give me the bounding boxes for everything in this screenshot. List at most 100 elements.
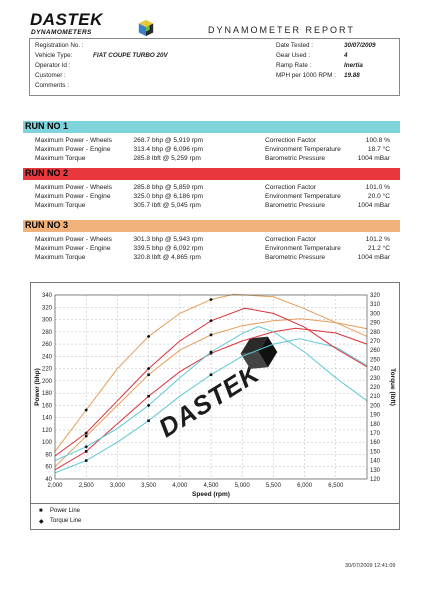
- info-row-operator: Operator Id :: [35, 62, 71, 69]
- diamond-marker-icon: ◆: [39, 519, 44, 525]
- y-tick-label: 200: [42, 379, 53, 385]
- y-tick-label: 220: [42, 367, 53, 373]
- legend-power-line: ■ Power Line: [31, 507, 151, 517]
- y-tick-label: 280: [42, 330, 53, 336]
- run-2-row-wheels: Maximum Power - Wheels 285.8 bhp @ 5,859 r…: [35, 184, 390, 191]
- torque-marker: [84, 431, 88, 435]
- torque-marker: [84, 408, 88, 412]
- y2-tick-label: 140: [370, 459, 381, 465]
- mph-per-rpm-value: 19.88: [344, 72, 360, 79]
- run-3-row-engine: Maximum Power - Engine 339.5 bhp @ 6,092 r…: [35, 245, 390, 252]
- y2-tick-label: 190: [370, 413, 381, 419]
- y-tick-label: 100: [42, 440, 53, 446]
- info-row-mph-per-rpm: MPH per 1000 RPM :19.88: [276, 72, 360, 79]
- info-row-gear-used: Gear Used :4: [276, 52, 348, 59]
- gear-used-value: 4: [344, 52, 348, 59]
- y-tick-label: 180: [42, 391, 53, 397]
- info-row-vehicle-type: Vehicle Type: FIAT COUPE TURBO 20V: [35, 52, 168, 59]
- run-1-header: RUN NO 1: [23, 121, 400, 133]
- power-marker: [209, 333, 213, 337]
- y-tick-label: 80: [45, 452, 52, 458]
- run-1-row-engine: Maximum Power - Engine 313.4 bhp @ 6,096 r…: [35, 146, 390, 153]
- x-tick-label: 5,500: [266, 483, 282, 489]
- y2-tick-label: 200: [370, 403, 381, 409]
- y2-tick-label: 310: [370, 302, 381, 308]
- power-marker: [147, 419, 150, 423]
- chart-legend: ■ Power Line ◆ Torque Line: [30, 504, 400, 530]
- report-timestamp: 30/07/2009 12:41:09: [345, 563, 396, 569]
- y2-tick-label: 290: [370, 321, 381, 327]
- y2-tick-label: 300: [370, 311, 381, 317]
- y2-tick-label: 210: [370, 394, 381, 400]
- x-axis-title: Speed (rpm): [192, 491, 230, 498]
- logo-wordmark: DASTEK: [30, 10, 103, 29]
- chart-axes: 40 60 80 100 120 140 160 180 200 220 240 260 280 300 3…: [34, 293, 396, 498]
- watermark-text: DASTEK: [153, 357, 266, 443]
- watermark-cube-side: [258, 336, 278, 368]
- y-tick-label: 160: [42, 403, 53, 409]
- x-tick-label: 2,000: [47, 483, 63, 489]
- y2-tick-label: 120: [370, 477, 381, 483]
- power-marker: [84, 450, 88, 453]
- run-2-header: RUN NO 2: [23, 168, 400, 180]
- run-3-row-torque: Maximum Torque 320.8 lbft @ 4,865 rpm Barom…: [35, 254, 390, 261]
- info-row-ramp-rate: Ramp Rate : Inertia: [276, 62, 363, 69]
- vehicle-type-value: FIAT COUPE TURBO 20V: [93, 52, 168, 59]
- y2-tick-label: 170: [370, 431, 381, 437]
- run-3-title: RUN NO 3: [25, 220, 69, 230]
- date-tested-value: 30/07/2009: [344, 42, 376, 49]
- y-tick-label: 300: [42, 318, 53, 324]
- watermark-cube-side: [240, 351, 268, 369]
- y-tick-label: 40: [45, 477, 52, 483]
- power-marker: [209, 373, 213, 377]
- power-marker: [84, 434, 88, 438]
- y2-tick-label: 240: [370, 367, 381, 373]
- power-marker: [147, 394, 150, 398]
- vehicle-info-box: Registration No. : Vehicle Type: FIAT COU…: [29, 38, 400, 96]
- power-torque-chart: DASTEK 40 60 80 100 120 140 160 180 200 220 240 260…: [30, 282, 400, 504]
- x-tick-label: 3,500: [141, 483, 157, 489]
- power-marker: [147, 373, 150, 377]
- run-3-header: RUN NO 3: [23, 220, 400, 232]
- y-axis-title: Power (bhp): [34, 368, 41, 406]
- logo-subtitle: DYNAMOMETERS: [31, 29, 92, 36]
- info-row-comments: Comments :: [35, 82, 69, 89]
- y-tick-label: 120: [42, 428, 53, 434]
- y2-tick-label: 150: [370, 449, 381, 455]
- y2-tick-label: 270: [370, 339, 381, 345]
- y-tick-label: 240: [42, 354, 53, 360]
- y2-tick-label: 280: [370, 330, 381, 336]
- run-1-row-wheels: Maximum Power - Wheels 268.7 bhp @ 5,919 r…: [35, 137, 390, 144]
- x-tick-label: 4,000: [172, 483, 188, 489]
- run-2-row-torque: Maximum Torque 305.7 lbft @ 5,045 rpm Barom…: [35, 202, 390, 209]
- y-tick-label: 140: [42, 416, 53, 422]
- x-tick-label: 2,500: [79, 483, 95, 489]
- y-tick-label: 260: [42, 342, 53, 348]
- run-2-title: RUN NO 2: [25, 168, 69, 178]
- y2-tick-label: 180: [370, 422, 381, 428]
- y2-tick-label: 320: [370, 293, 381, 299]
- x-tick-label: 6,000: [297, 483, 313, 489]
- info-row-registration: Registration No. :: [35, 42, 84, 49]
- run-1-title: RUN NO 1: [25, 121, 69, 131]
- legend-torque-label: Torque Line: [50, 518, 82, 524]
- cube-logo-icon: [138, 19, 154, 37]
- legend-power-label: Power Line: [50, 508, 81, 514]
- y-tick-label: 60: [45, 465, 52, 471]
- report-title: DYNAMOMETER REPORT: [208, 25, 355, 35]
- ramp-rate-value: Inertia: [344, 62, 363, 69]
- y-tick-label: 340: [42, 293, 53, 299]
- square-marker-icon: ■: [39, 508, 43, 514]
- x-tick-label: 6,500: [328, 483, 344, 489]
- run-1-row-torque: Maximum Torque 285.8 lbft @ 5,259 rpm Barom…: [35, 155, 390, 162]
- x-tick-label: 4,500: [203, 483, 219, 489]
- y2-tick-label: 220: [370, 385, 381, 391]
- torque-marker: [209, 297, 213, 302]
- y-tick-label: 320: [42, 305, 53, 311]
- run-2-row-engine: Maximum Power - Engine 325.0 bhp @ 6,186 r…: [35, 193, 390, 200]
- watermark-cube-icon: [240, 336, 268, 354]
- plot-area-border: [54, 294, 368, 480]
- info-row-customer: Customer :: [35, 72, 66, 79]
- y2-tick-label: 160: [370, 440, 381, 446]
